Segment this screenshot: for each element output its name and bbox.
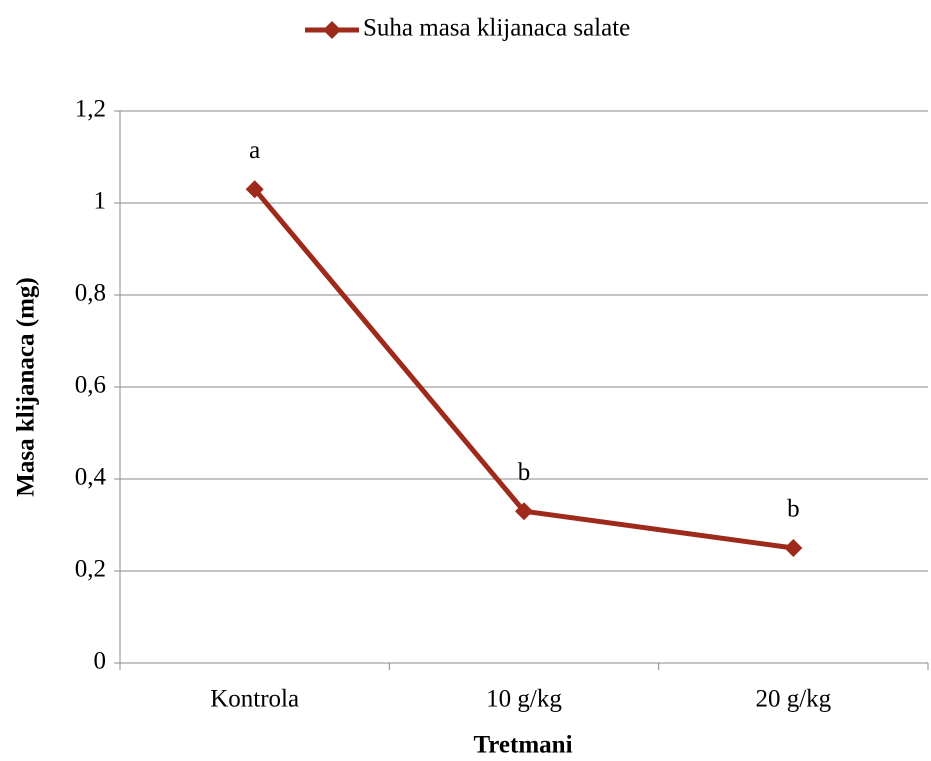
point xyxy=(515,502,533,521)
y-axis-title: Masa klijanaca (mg) xyxy=(13,277,40,496)
annotation: b xyxy=(787,496,800,523)
y-tick-label: 0 xyxy=(94,648,107,675)
y-tick-label: 0,8 xyxy=(75,280,106,307)
y-tick-label: 0,4 xyxy=(75,464,107,491)
point xyxy=(245,180,264,199)
x-tick-label: Kontrola xyxy=(210,686,299,713)
y-tick-label: 0,6 xyxy=(75,372,106,399)
annotation: a xyxy=(249,137,260,164)
point xyxy=(784,539,803,557)
annotation: b xyxy=(518,459,531,486)
x-tick-label: 10 g/kg xyxy=(486,686,562,713)
legend-label: Suha masa klijanaca salate xyxy=(363,15,630,42)
series-line xyxy=(252,187,794,551)
legend-marker xyxy=(323,21,341,39)
x-axis-title: Tretmani xyxy=(473,732,572,759)
y-tick-label: 0,2 xyxy=(75,556,106,583)
x-tick-label: 20 g/kg xyxy=(755,686,831,713)
y-tick-label: 1 xyxy=(94,188,107,215)
y-tick-label: 1,2 xyxy=(75,96,106,123)
